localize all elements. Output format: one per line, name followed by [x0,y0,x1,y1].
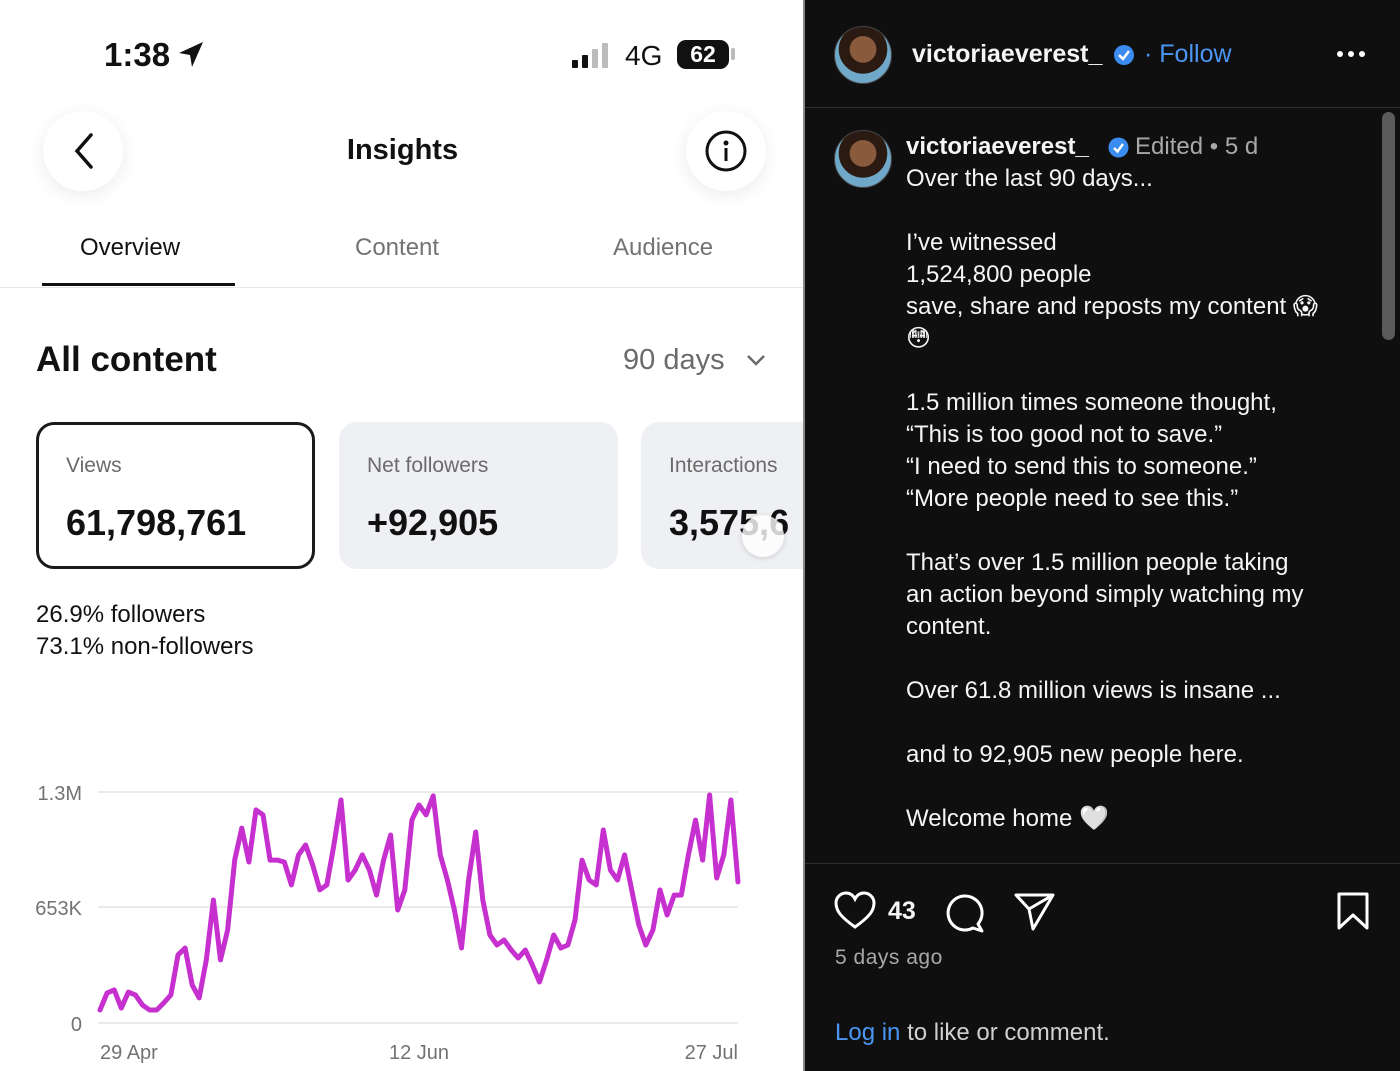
caption-line: I’ve witnessed [906,229,1057,256]
y-tick-label: 1.3M [38,783,82,805]
tab[interactable]: Content [355,234,440,261]
card-label: Views [66,454,122,477]
caption-paragraph: and to 92,905 new people here. [906,739,1318,771]
caption-line: Over 61.8 million views is insane ... [906,677,1281,704]
card-value: +92,905 [367,502,499,543]
screen-title: Insights [346,134,459,166]
avatar[interactable] [834,130,892,188]
caption-line: “More people need to see this.” [906,485,1239,512]
breakdown-label: non-followers [110,633,254,660]
status-time: 1:38 [104,36,171,73]
share-icon[interactable] [1013,891,1057,933]
views-line [97,792,741,1013]
divider [0,287,803,288]
caption-line: 1,524,800 people [906,261,1092,288]
breakdown-label: followers [110,601,206,628]
caption-line: save, share and reposts my content 😱 [906,293,1318,320]
breakdown-value: 73.1% [36,633,105,660]
network-type: 4G [625,40,663,71]
login-rest: to like or comment. [907,1019,1110,1046]
card-label: Net followers [367,454,489,477]
caption: Over the last 90 days... I’ve witnessed 1,… [906,163,1318,867]
like-icon[interactable] [833,891,877,931]
battery-tip [731,48,735,60]
metric-card[interactable]: Net followers +92,905 [339,422,618,569]
caption-line: content. [906,613,992,640]
more-icon[interactable] [1335,44,1367,64]
like-count: 43 [888,897,916,925]
caption-author[interactable]: victoriaeverest_ [906,133,1089,160]
follow-label[interactable]: Follow [1159,40,1232,68]
caption-paragraph: Over 61.8 million views is insane ... [906,675,1318,707]
caption-line: 1.5 million times someone thought, [906,389,1277,416]
login-link[interactable]: Log in [835,1019,901,1046]
x-tick-label: 12 Jun [389,1042,449,1064]
period-selector[interactable]: 90 days [623,344,725,376]
back-button[interactable] [43,111,123,191]
follow-button[interactable]: · Follow [1144,40,1232,68]
save-icon[interactable] [1335,891,1371,931]
scrollbar [1382,112,1395,340]
avatar[interactable] [834,26,892,84]
caption-line: Welcome home 🤍 [906,805,1109,832]
tab[interactable]: Audience [613,234,714,261]
signal-icon [572,43,608,68]
card-value: 61,798,761 [66,502,247,543]
card-label: Interactions [669,454,778,477]
caption-line: “I need to send this to someone.” [906,453,1257,480]
comment-icon[interactable] [942,891,986,935]
divider [805,107,1400,108]
back-icon [74,133,93,169]
caption-paragraph: I’ve witnessed 1,524,800 people save, shar… [906,227,1318,355]
info-icon [705,130,747,172]
y-tick-label: 653K [35,898,82,920]
caption-line: an action beyond simply watching my [906,581,1304,608]
divider [805,863,1400,864]
breakdown-line: 73.1% non-followers [36,633,253,661]
verified-badge [1108,137,1129,158]
tab[interactable]: Overview [80,234,181,261]
info-button[interactable] [686,111,766,191]
y-tick-label: 0 [71,1014,82,1036]
location-icon [179,42,203,67]
x-tick-label: 29 Apr [100,1042,158,1064]
views-chart: 0 653K 1.3M 29 Apr 12 Jun 27 Jul [35,783,741,1064]
caption-paragraph: Over the last 90 days... [906,163,1318,195]
caption-line: 😳 [906,325,932,352]
post-panel: victoriaeverest_ · Follow victoriaeveres… [805,0,1400,1071]
edited-label: Edited [1135,133,1204,160]
post-meta: Edited • 5 d [1135,133,1259,160]
caption-line: and to 92,905 new people here. [906,741,1244,768]
post-age: 5 d [1224,133,1259,160]
username[interactable]: victoriaeverest_ [912,40,1103,68]
caption-line: “This is too good not to save.” [906,421,1223,448]
caption-paragraph: That’s over 1.5 million people taking an … [906,547,1318,643]
metric-card[interactable]: Views 61,798,761 [36,422,315,569]
tab-indicator [42,283,235,286]
verified-badge [1114,45,1134,65]
battery: 62 [677,40,729,69]
caption-paragraph: 1.5 million times someone thought, “This … [906,387,1318,515]
caption-line: That’s over 1.5 million people taking [906,549,1289,576]
chevron-icon [747,355,765,366]
x-tick-label: 27 Jul [685,1042,738,1064]
caption-paragraph: Welcome home 🤍 [906,803,1318,835]
breakdown-value: 26.9% [36,601,105,628]
section-title: All content [36,340,217,379]
caption-line: Over the last 90 days... [906,165,1153,192]
login-prompt: Log in to like or comment. [835,1019,1110,1047]
scroll-next-button[interactable] [742,515,784,557]
breakdown-line: 26.9% followers [36,601,205,629]
insights-screen: 1:38 4G 62 Insights Overview Content Aud… [0,0,805,1071]
posted-time: 5 days ago [835,946,943,969]
